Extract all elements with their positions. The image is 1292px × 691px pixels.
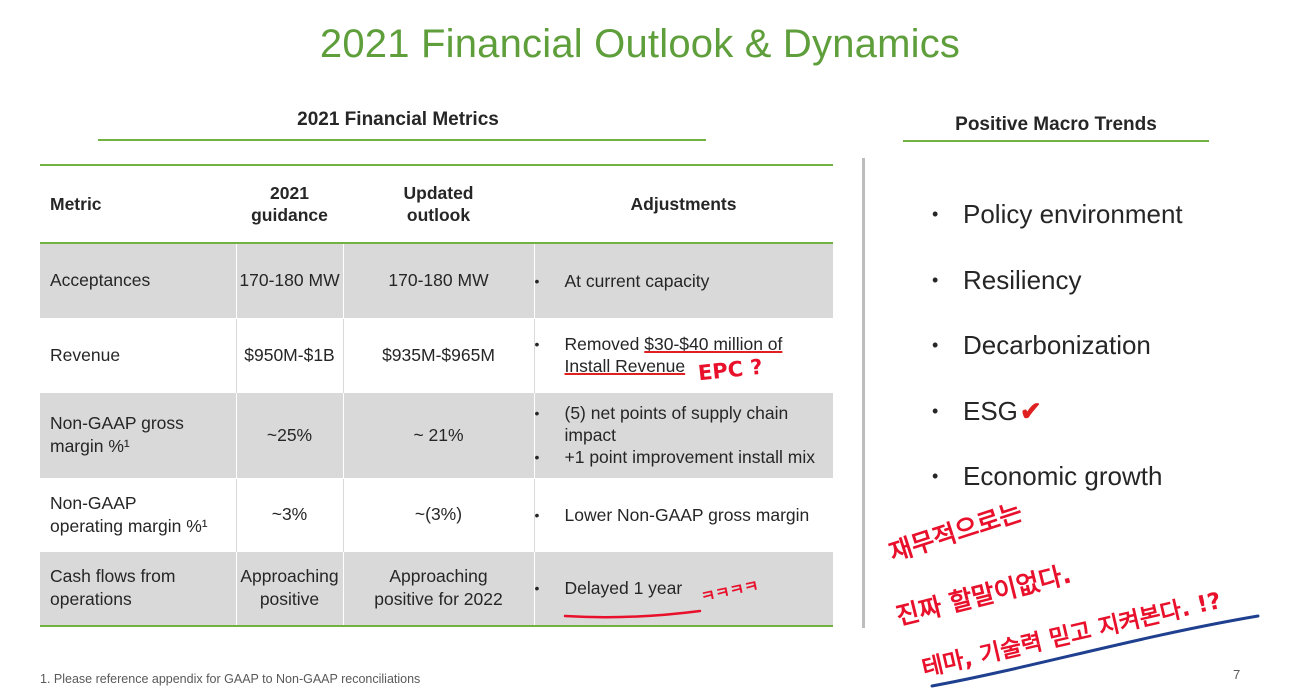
cell-metric: Cash flows from operations xyxy=(50,566,176,610)
underline-delayed xyxy=(563,609,702,619)
cell-outlook: Approaching positive for 2022 xyxy=(342,551,534,626)
macro-trends-list: Policy environment Resiliency Decarboniz… xyxy=(932,192,1183,520)
cell-guidance: ~25% xyxy=(235,392,343,478)
trends-heading-rule xyxy=(903,140,1209,142)
col-header-guidance: 2021 guidance xyxy=(251,183,328,225)
blue-underline-stroke xyxy=(930,614,1260,688)
cell-metric: Revenue xyxy=(50,344,121,365)
metrics-heading: 2021 Financial Metrics xyxy=(297,109,499,130)
cell-outlook: ~ 21% xyxy=(342,392,534,478)
trend-item: Economic growth xyxy=(932,454,1183,520)
cell-guidance: 170-180 MW xyxy=(235,243,343,318)
table-row-revenue: Revenue $950M-$1B $935M-$965M Removed $3… xyxy=(40,318,833,392)
cell-guidance: $950M-$1B xyxy=(235,318,343,392)
slide-title: 2021 Financial Outlook & Dynamics xyxy=(319,22,961,66)
cell-outlook: $935M-$965M xyxy=(342,318,534,392)
underlined-amount: $30-$40 million of xyxy=(644,334,783,354)
col-header-outlook: Updated outlook xyxy=(403,183,474,225)
col-header-adjustments: Adjustments xyxy=(630,194,737,214)
cell-metric: Non-GAAP operating margin %¹ xyxy=(50,492,208,536)
col-header-metric: Metric xyxy=(50,194,102,214)
cell-adjustments: (5) net points of supply chain impact +1… xyxy=(533,392,834,478)
adjustment-bullet: Delayed 1 year xyxy=(535,577,834,599)
metrics-heading-rule xyxy=(98,139,706,141)
cell-metric: Non-GAAP gross margin %¹ xyxy=(50,413,184,456)
adjustment-bullet: Lower Non-GAAP gross margin xyxy=(535,504,834,526)
table-header-row: Metric 2021 guidance Updated outlook Adjus… xyxy=(40,165,833,243)
table-row-cash-flows: Cash flows from operations Approaching pos… xyxy=(40,551,833,626)
trend-item: Policy environment xyxy=(932,192,1183,258)
trends-heading: Positive Macro Trends xyxy=(955,114,1157,135)
cell-guidance: Approaching positive xyxy=(235,551,343,626)
page-number: 7 xyxy=(1233,667,1241,682)
table-row-acceptances: Acceptances 170-180 MW 170-180 MW At cur… xyxy=(40,243,833,318)
section-divider xyxy=(862,158,865,628)
cell-outlook: 170-180 MW xyxy=(342,243,534,318)
adjustment-bullet: +1 point improvement install mix xyxy=(535,446,834,468)
trend-item: ESG✔ xyxy=(932,389,1183,455)
financial-metrics-table: Metric 2021 guidance Updated outlook Adjus… xyxy=(40,164,833,627)
cell-metric: Acceptances xyxy=(50,270,151,291)
adjustment-bullet: (5) net points of supply chain impact xyxy=(535,402,834,446)
cell-adjustments: Lower Non-GAAP gross margin xyxy=(533,478,834,551)
adjustment-bullet: At current capacity xyxy=(535,270,834,292)
cell-outlook: ~(3%) xyxy=(342,478,534,551)
cell-guidance: ~3% xyxy=(235,478,343,551)
footnote: 1. Please reference appendix for GAAP to… xyxy=(40,672,421,686)
trend-item: Decarbonization xyxy=(932,323,1183,389)
underlined-install-revenue: Install Revenue xyxy=(564,356,686,376)
cell-adjustments: At current capacity xyxy=(533,243,834,318)
checkmark-icon: ✔ xyxy=(1019,395,1042,426)
trend-item: Resiliency xyxy=(932,258,1183,324)
